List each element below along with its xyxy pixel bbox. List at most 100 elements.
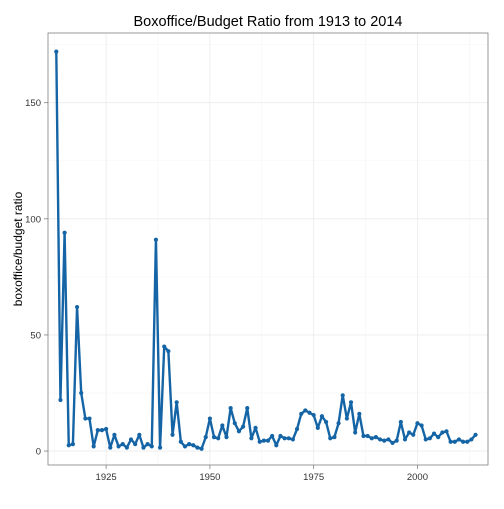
data-point: [315, 425, 320, 430]
data-point: [340, 393, 345, 398]
data-point: [332, 435, 337, 440]
data-point: [74, 304, 80, 310]
data-point: [361, 433, 366, 439]
series-layer: [54, 49, 478, 451]
data-point: [452, 439, 457, 444]
data-point: [79, 390, 84, 396]
data-point: [87, 416, 92, 421]
data-point: [104, 426, 109, 432]
data-point: [386, 437, 391, 442]
data-point: [157, 445, 163, 450]
data-point: [398, 419, 403, 425]
data-point: [216, 436, 221, 441]
data-point: [166, 349, 171, 354]
data-point: [257, 439, 262, 444]
data-point: [265, 438, 271, 443]
y-tick-label: 50: [30, 330, 41, 341]
x-tick-label: 1950: [199, 472, 220, 483]
data-point: [124, 445, 129, 450]
x-tick-label: 1925: [96, 472, 117, 483]
plot-panel: [48, 33, 488, 465]
data-point: [411, 432, 416, 437]
data-point: [299, 411, 304, 416]
data-point: [427, 436, 432, 441]
data-point: [207, 416, 212, 421]
data-point: [182, 444, 188, 449]
data-point: [328, 436, 333, 441]
data-point: [423, 437, 428, 442]
data-point: [444, 429, 449, 434]
data-point: [448, 439, 453, 444]
data-point: [66, 443, 71, 448]
data-point: [402, 437, 408, 442]
data-point: [456, 437, 462, 442]
data-point: [469, 437, 474, 442]
data-point: [54, 49, 59, 54]
data-point: [228, 406, 233, 411]
data-point: [91, 444, 96, 449]
data-point: [220, 423, 225, 428]
data-point: [377, 437, 383, 442]
axis-ticks: 1925 1950 1975 2000 0 50 100 150: [25, 98, 428, 483]
x-tick-label: 2000: [407, 472, 428, 483]
data-point: [324, 419, 329, 425]
chart-title: Boxoffice/Budget Ratio from 1913 to 2014: [134, 14, 403, 30]
data-point: [149, 444, 154, 449]
data-point: [394, 438, 399, 443]
data-point: [307, 410, 312, 415]
y-tick-label: 150: [25, 98, 41, 109]
data-point: [390, 440, 395, 446]
data-point: [348, 400, 354, 405]
data-point: [170, 432, 175, 437]
data-point: [278, 433, 283, 439]
data-point: [249, 436, 254, 441]
data-point: [120, 442, 125, 447]
x-tick-label: 1975: [303, 472, 324, 483]
data-point: [460, 439, 466, 444]
data-point: [373, 435, 379, 440]
data-point: [145, 442, 150, 447]
data-point: [419, 423, 424, 428]
data-point: [431, 431, 437, 436]
data-point: [261, 438, 266, 443]
data-point: [369, 436, 374, 441]
data-point: [224, 435, 229, 440]
data-point: [116, 444, 121, 449]
data-point: [303, 408, 308, 413]
data-point: [137, 432, 142, 437]
data-point: [465, 439, 470, 444]
data-point: [407, 430, 412, 435]
data-point: [58, 397, 63, 403]
data-point: [141, 445, 146, 450]
y-axis-label: boxoffice/budget ratio: [11, 191, 25, 306]
data-point: [282, 436, 287, 441]
data-point: [95, 428, 100, 433]
plot-border: [47, 32, 489, 466]
data-point: [133, 442, 138, 447]
data-point: [311, 412, 316, 418]
data-point: [99, 428, 105, 433]
data-point: [83, 416, 88, 421]
data-point: [70, 442, 76, 447]
data-point: [195, 445, 200, 450]
major-grid: [48, 33, 488, 465]
data-point: [108, 445, 113, 450]
y-tick-label: 100: [25, 214, 41, 225]
data-point: [473, 432, 478, 437]
data-point: [415, 421, 420, 426]
data-point: [191, 443, 196, 448]
data-point: [112, 432, 117, 437]
data-point: [153, 237, 159, 242]
data-point: [365, 433, 370, 439]
data-point: [290, 437, 296, 442]
data-point: [245, 406, 250, 411]
data-point: [240, 424, 246, 429]
data-point: [162, 344, 167, 349]
data-point: [174, 400, 179, 405]
data-point: [199, 446, 204, 451]
data-point: [128, 437, 134, 442]
minor-grid: [48, 33, 488, 465]
data-point: [286, 436, 291, 441]
